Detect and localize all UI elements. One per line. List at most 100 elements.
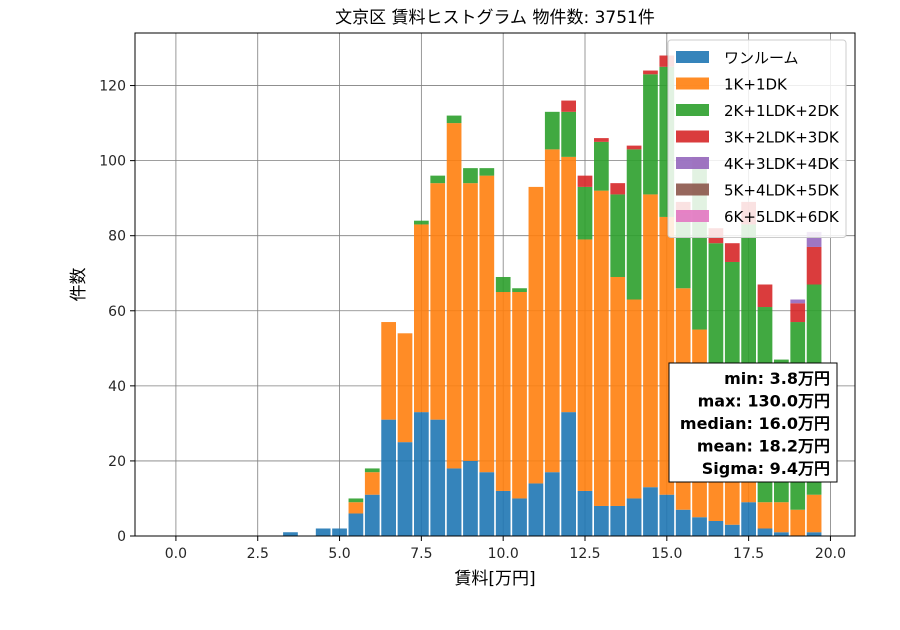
x-tick-label: 0.0 [165, 546, 187, 562]
bar-segment-4 [626, 145, 642, 150]
bar-segment-2 [364, 472, 380, 495]
bar-segment-1 [544, 472, 560, 536]
x-tick-label: 15.0 [651, 546, 682, 562]
x-tick-label: 5.0 [328, 546, 350, 562]
bar-segment-2 [774, 502, 789, 533]
stats-line: max: 130.0万円 [698, 392, 830, 411]
bar-segment-3 [708, 243, 724, 386]
bar-segment-1 [446, 468, 462, 536]
x-tick-label: 12.5 [569, 546, 600, 562]
bar-segment-1 [283, 532, 298, 536]
bar-segment-2 [414, 224, 429, 413]
legend-label: 5K+4LDK+5DK [724, 182, 840, 200]
legend-label: 6K+5LDK+6DK [724, 208, 840, 226]
legend-label: 2K+1LDK+2DK [724, 102, 840, 120]
bar-segment-3 [364, 468, 380, 473]
bar-segment-1 [397, 442, 413, 536]
legend-swatch [676, 51, 709, 63]
bar-segment-1 [675, 509, 691, 536]
legend-label: ワンルーム [724, 49, 799, 67]
bar-segment-3 [577, 186, 593, 240]
stats-line: Sigma: 9.4万円 [702, 459, 830, 478]
bar-segment-4 [790, 303, 806, 323]
bar-segment-1 [381, 419, 396, 536]
chart-title: 文京区 賃料ヒストグラム 物件数: 3751件 [335, 8, 655, 28]
bar-segment-2 [544, 149, 560, 473]
bar-segment-3 [594, 141, 609, 191]
bar-segment-2 [806, 494, 822, 533]
bar-segment-3 [348, 498, 364, 503]
bar-segment-4 [643, 70, 658, 75]
y-axis-label: 件数 [69, 268, 89, 302]
bar-segment-4 [561, 100, 576, 112]
legend-swatch [676, 157, 709, 169]
bar-segment-1 [528, 483, 544, 536]
y-tick-label: 0 [117, 529, 126, 545]
legend-swatch [676, 183, 709, 196]
bar-segment-2 [528, 186, 544, 484]
bar-segment-3 [512, 288, 527, 293]
bar-segment-3 [643, 74, 658, 195]
bar-segment-4 [577, 175, 593, 187]
bar-segment-1 [479, 472, 495, 536]
bar-segment-1 [610, 505, 626, 536]
bar-segment-2 [381, 322, 396, 420]
stats-box-frame [668, 362, 838, 483]
bar-segment-4 [757, 284, 773, 308]
bar-segment-3 [414, 220, 429, 225]
bar-segment-3 [544, 111, 560, 150]
bar-segment-2 [577, 239, 593, 491]
bar-segment-3 [479, 168, 495, 176]
bar-segment-3 [741, 224, 756, 390]
bar-segment-1 [626, 498, 642, 536]
legend: ワンルーム 1K+1DK 2K+1LDK+2DK 3K+2LDK+3DK 4K+3LDK… [667, 39, 847, 238]
legend-swatch [676, 104, 709, 116]
x-tick-label: 10.0 [488, 546, 519, 562]
bar-segment-2 [610, 276, 626, 506]
bar-segment-2 [790, 509, 806, 536]
bar-segment-2 [757, 502, 773, 529]
bar-segment-1 [315, 528, 331, 536]
y-tick-label: 40 [108, 379, 126, 395]
bar-segment-3 [626, 149, 642, 300]
bar-segment-2 [495, 292, 511, 491]
bar-segment-2 [348, 502, 364, 514]
y-tick-label: 20 [108, 454, 126, 470]
bar-segment-2 [643, 194, 658, 488]
legend-label: 1K+1DK [724, 76, 788, 94]
y-tick-label: 100 [99, 154, 126, 170]
stats-annotation-box: min: 3.8万円 max: 130.0万円 median: 16.0万円 mean… [668, 362, 838, 483]
bar-segment-1 [757, 528, 773, 536]
bar-segment-1 [643, 487, 658, 536]
x-axis-ticks: 0.0 2.5 5.0 7.5 10.0 12.5 15.0 17.5 20.0 [165, 536, 846, 562]
bar-segment-2 [626, 299, 642, 499]
y-tick-label: 80 [108, 229, 126, 245]
axes-frame [134, 32, 856, 537]
bar-segment-3 [446, 115, 462, 124]
bar-segment-1 [594, 505, 609, 536]
y-tick-label: 120 [99, 79, 126, 95]
bar-segment-1 [348, 513, 364, 536]
bar-segment-1 [724, 524, 740, 536]
y-axis-ticks: 0 20 40 60 80 100 120 [99, 79, 135, 545]
bar-segment-1 [512, 498, 527, 536]
bar-segment-1 [364, 494, 380, 536]
legend-label: 3K+2LDK+3DK [724, 129, 840, 147]
bar-segment-3 [495, 276, 511, 293]
bar-segment-1 [577, 490, 593, 536]
bar-segment-1 [561, 412, 576, 536]
bar-segment-3 [610, 194, 626, 277]
stats-line: min: 3.8万円 [724, 369, 830, 388]
stats-line: mean: 18.2万円 [697, 437, 830, 456]
bar-segment-3 [430, 175, 446, 184]
legend-box [667, 39, 847, 238]
bar-segment-2 [561, 156, 576, 413]
bar-segment-2 [512, 292, 527, 499]
bar-segment-2 [397, 333, 413, 443]
bar-segment-1 [774, 532, 789, 536]
bar-segment-1 [708, 520, 724, 536]
bar-segment-1 [463, 460, 478, 536]
bar-segment-1 [495, 490, 511, 536]
x-tick-label: 20.0 [815, 546, 846, 562]
